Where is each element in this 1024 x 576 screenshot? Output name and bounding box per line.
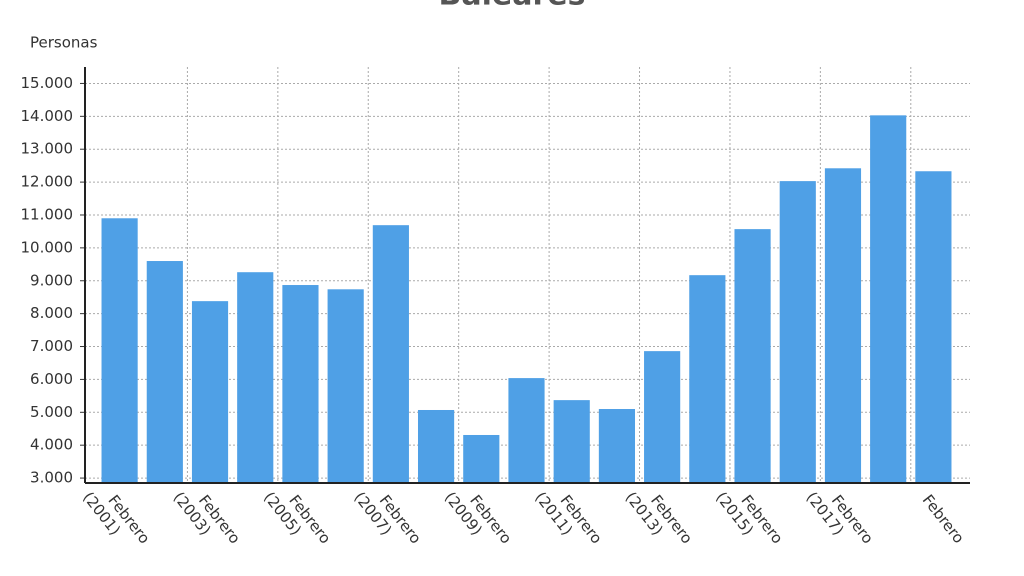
y-tick-label: 4.000: [30, 436, 73, 454]
bar: [237, 272, 274, 483]
bar: [734, 229, 771, 483]
y-tick-label: 15.000: [21, 74, 74, 92]
bar: [689, 275, 726, 483]
bar: [915, 171, 952, 483]
bar: [282, 285, 319, 483]
x-tick-label: Febrero (2013): [622, 477, 699, 562]
x-tick-label: Febrero (2001): [80, 477, 157, 562]
bar: [779, 181, 816, 484]
y-tick-label: 12.000: [21, 173, 74, 191]
x-tick-label: Febrero (2005): [260, 477, 337, 562]
y-tick-label: 9.000: [30, 271, 73, 289]
bar: [463, 434, 500, 483]
x-tick-label: Febrero (2009): [441, 477, 518, 562]
bar: [553, 400, 590, 483]
chart-title: Baleares: [439, 0, 586, 13]
y-tick-label: 10.000: [21, 238, 74, 256]
bar: [191, 301, 229, 483]
y-tick-label: 7.000: [30, 337, 73, 355]
x-tick-label: Febrero (2007): [351, 477, 428, 562]
y-axis-label: Personas: [30, 34, 98, 52]
bar: [870, 115, 907, 484]
bar: [146, 261, 183, 483]
x-tick-label: Febrero (2003): [170, 477, 247, 562]
y-tick-label: 11.000: [21, 205, 74, 223]
x-tick-label: Febrero (2011): [532, 477, 609, 562]
bar: [508, 378, 545, 483]
y-tick-label: 6.000: [30, 370, 73, 388]
bar: [327, 289, 364, 483]
bar: [417, 409, 455, 483]
bar: [101, 218, 138, 484]
x-tick-label: Febrero (2015): [713, 477, 790, 562]
y-tick-label: 14.000: [21, 107, 74, 125]
bar: [598, 409, 636, 483]
x-tick-label: Febrero: [919, 491, 968, 547]
bar: [372, 225, 409, 483]
y-tick-label: 5.000: [30, 403, 73, 421]
y-tick-label: 3.000: [30, 469, 73, 487]
y-tick-label: 13.000: [21, 140, 74, 158]
bar: [824, 168, 862, 483]
y-tick-label: 8.000: [30, 304, 73, 322]
x-tick-label: Febrero (2017): [803, 477, 880, 562]
bar: [644, 351, 681, 483]
